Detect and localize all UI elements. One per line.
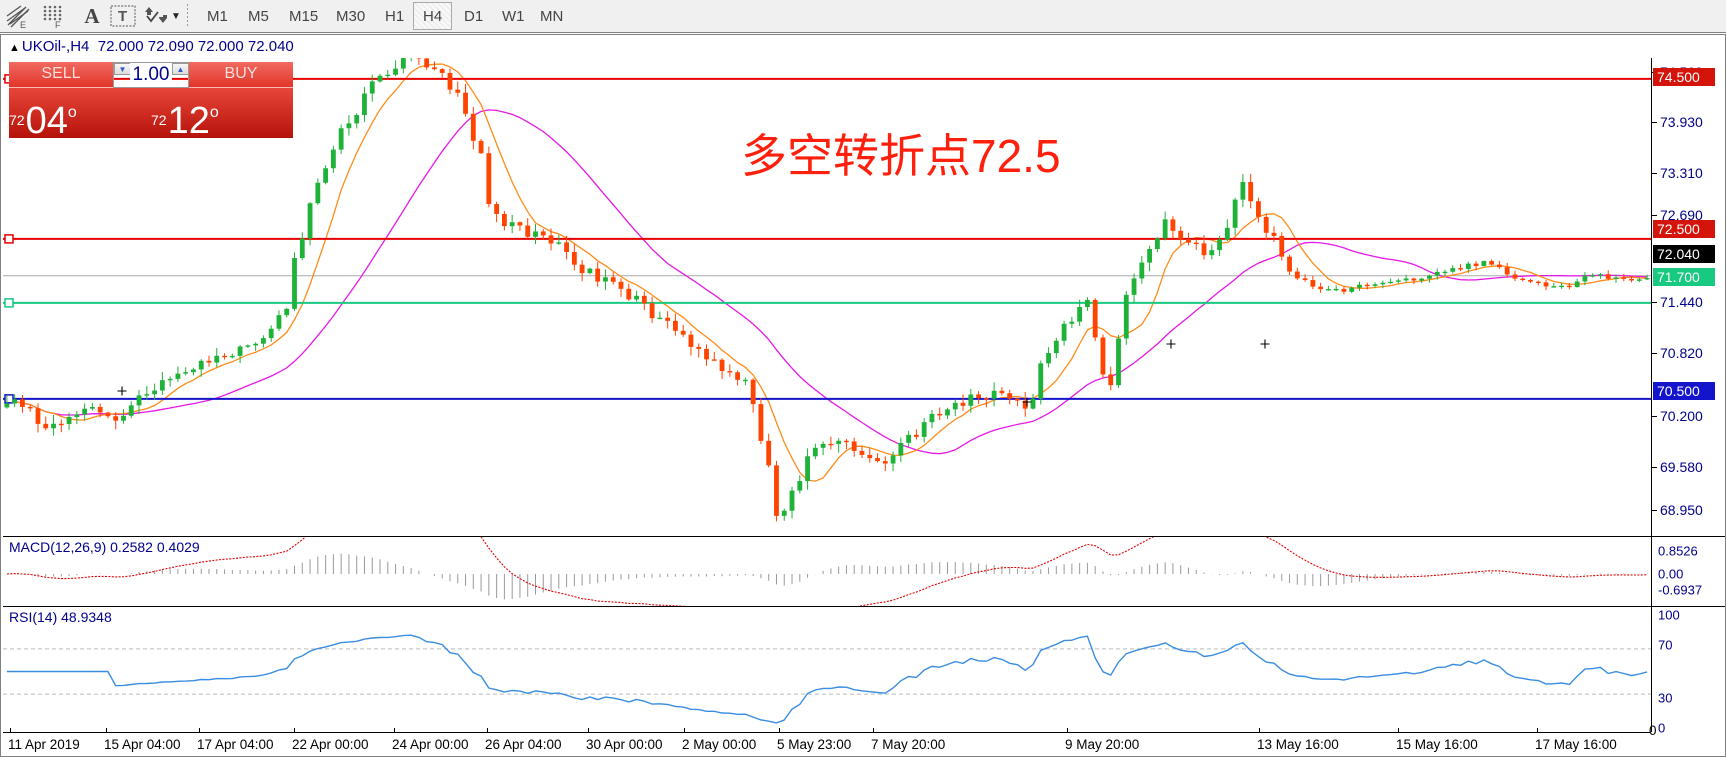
svg-text:E: E	[20, 20, 26, 29]
svg-text:多空转折点72.5: 多空转折点72.5	[741, 130, 1061, 182]
svg-text:F: F	[55, 20, 61, 29]
svg-text:T: T	[118, 8, 127, 25]
